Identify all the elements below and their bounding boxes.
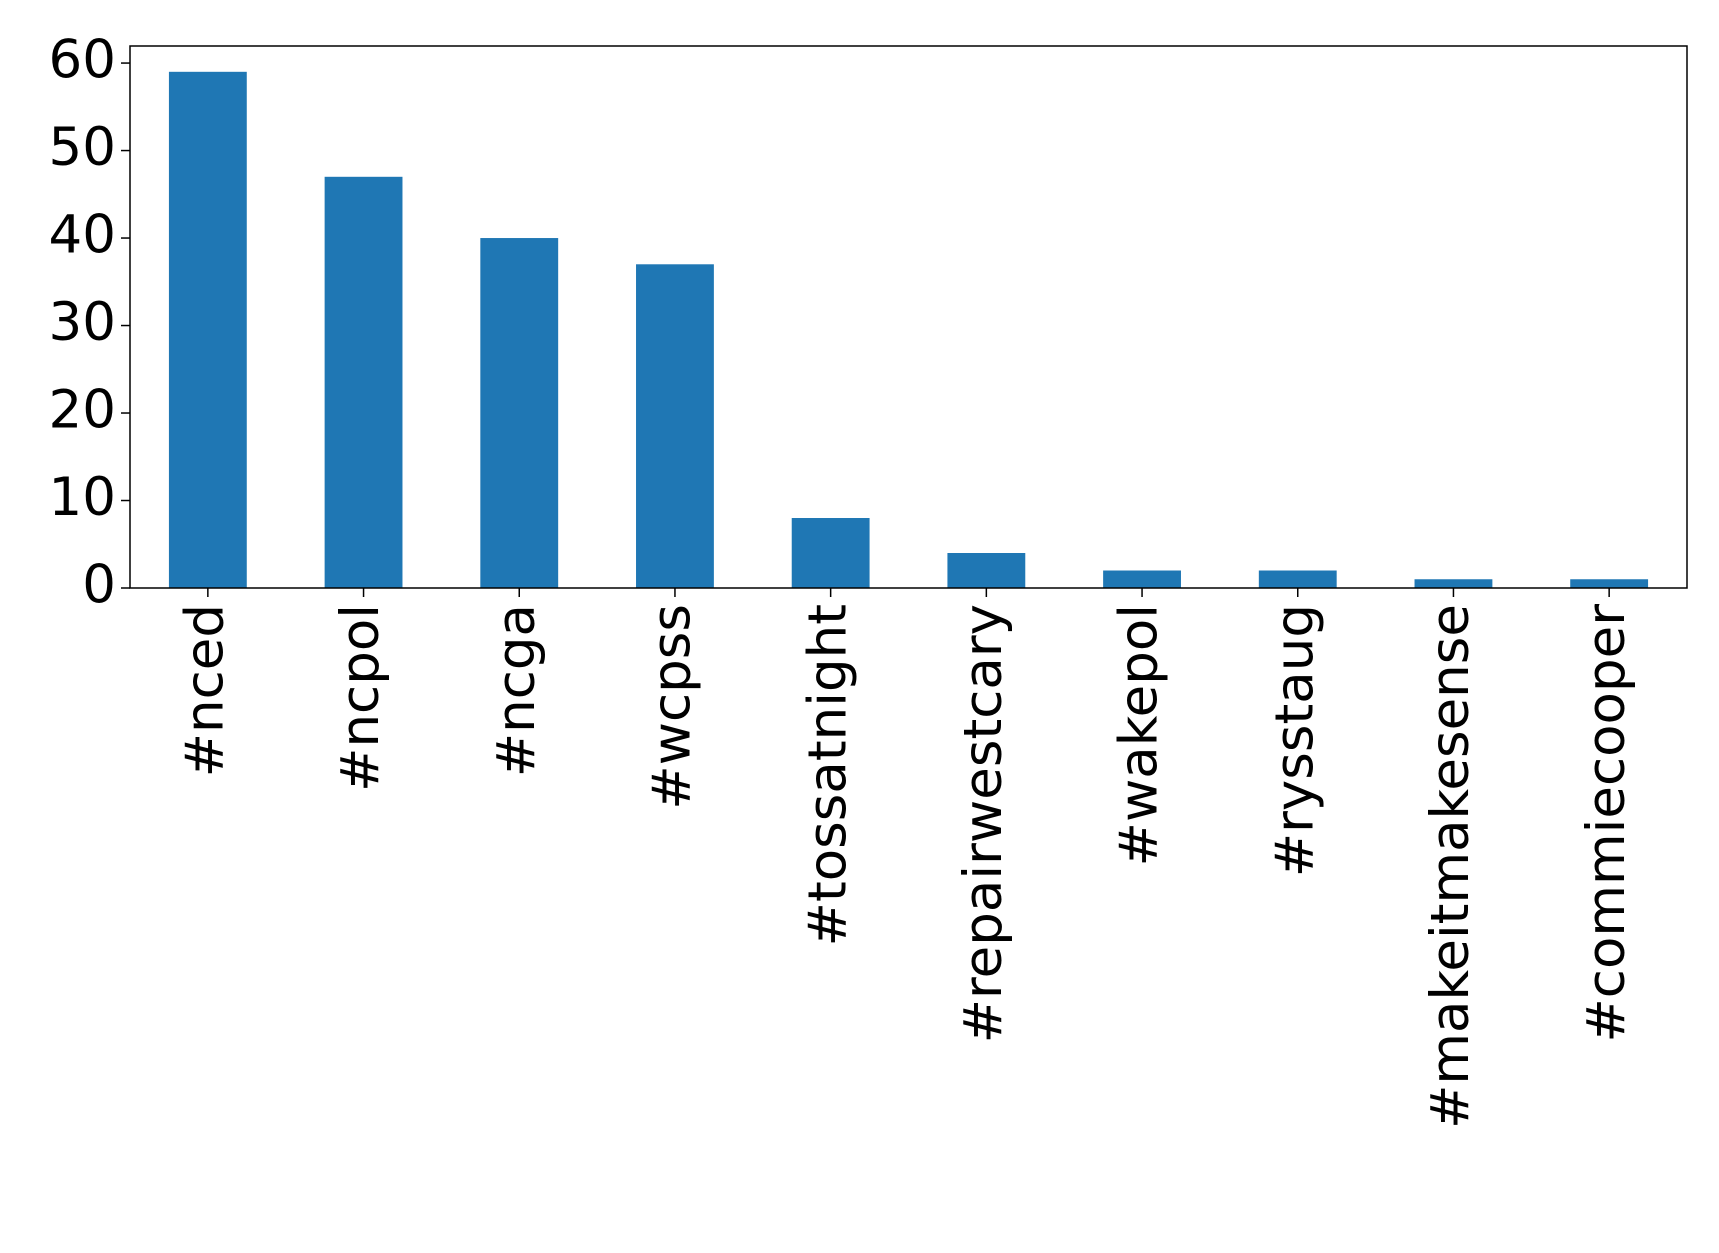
bar: [480, 238, 559, 589]
x-tick-label: #wakepol: [1109, 604, 1170, 866]
bar: [1414, 579, 1493, 588]
x-tick-label: #ncga: [486, 604, 547, 777]
y-tick-label: 20: [49, 380, 116, 441]
y-tick-label: 10: [49, 467, 116, 528]
x-tick-label: #nced: [174, 604, 235, 777]
bar: [947, 553, 1026, 588]
y-tick-label: 60: [49, 30, 116, 91]
y-tick-label: 50: [49, 117, 116, 178]
x-tick-label: #rysstaug: [1264, 604, 1325, 877]
bar: [1570, 579, 1649, 588]
bar: [168, 71, 247, 589]
x-tick-label: #makeitmakesense: [1420, 604, 1481, 1129]
x-tick-label: #wcpss: [642, 604, 703, 810]
bar: [791, 518, 870, 588]
x-tick-label: #commiecooper: [1576, 604, 1637, 1043]
x-tick-label: #tossatnight: [797, 604, 858, 946]
x-tick-label: #repairwestcary: [953, 604, 1014, 1043]
bar: [1258, 570, 1337, 588]
bar: [636, 264, 714, 588]
y-tick-label: 30: [49, 292, 116, 353]
y-tick-label: 0: [82, 555, 116, 616]
y-tick-label: 40: [49, 205, 116, 266]
x-tick-label: #ncpol: [330, 604, 391, 792]
bar: [1103, 570, 1181, 588]
plot-frame: [129, 45, 1688, 589]
bar: [324, 176, 403, 588]
